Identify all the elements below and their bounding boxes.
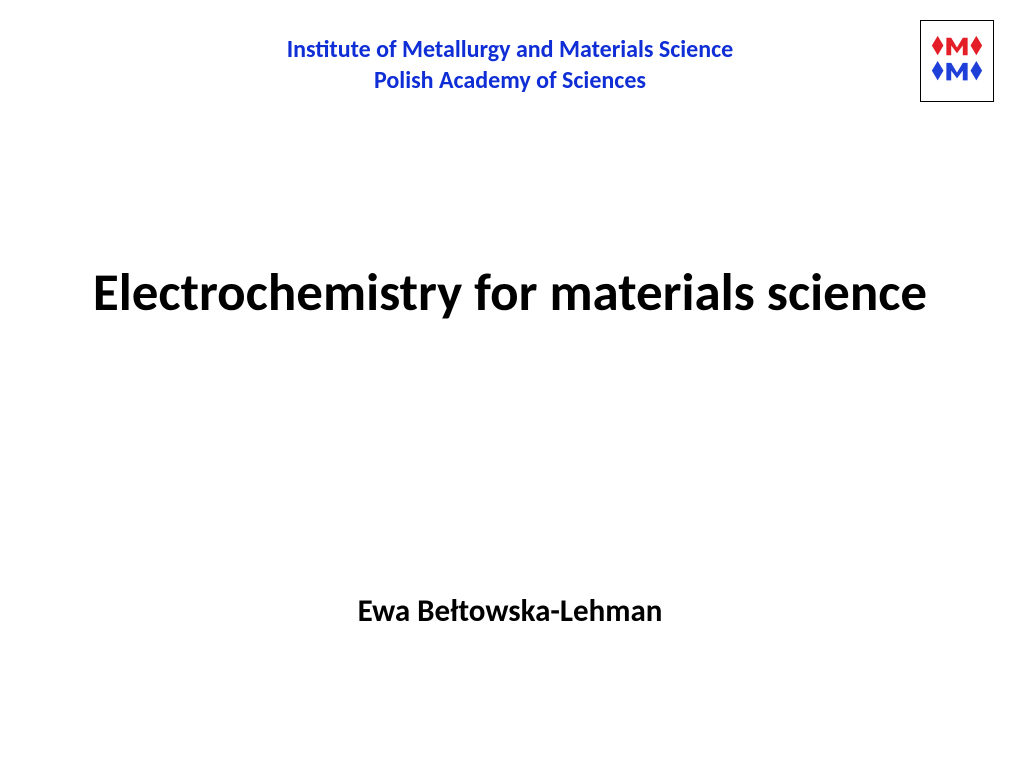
logo-icon [928, 32, 986, 90]
institute-name-line1: Institute of Metallurgy and Materials Sc… [0, 34, 1020, 65]
institute-logo [920, 20, 994, 102]
presentation-title: Electrochemistry for materials science [0, 262, 1020, 326]
header-institute: Institute of Metallurgy and Materials Sc… [0, 34, 1020, 96]
author-name: Ewa Bełtowska-Lehman [0, 592, 1020, 630]
institute-name-line2: Polish Academy of Sciences [0, 65, 1020, 96]
